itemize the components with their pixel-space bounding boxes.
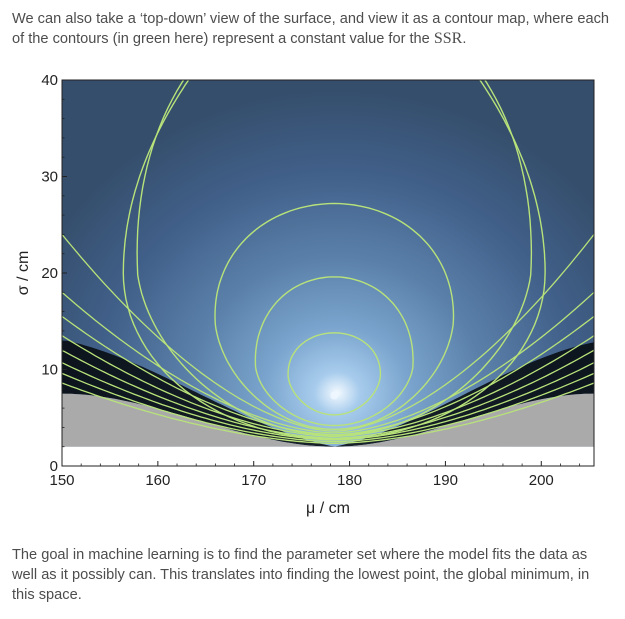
x-tick-label: 190 (433, 472, 458, 489)
y-axis-label: σ / cm (15, 251, 32, 296)
outro-paragraph: The goal in machine learning is to find … (12, 547, 590, 603)
x-axis-label: μ / cm (306, 500, 350, 517)
contour-outer (122, 80, 546, 440)
y-tick-label: 0 (50, 458, 58, 475)
zero-strip (62, 446, 594, 466)
intro-paragraph: We can also take a ‘top-down’ view of th… (12, 11, 610, 47)
contour-open-1 (62, 382, 594, 444)
contour-closed-4 (136, 80, 533, 436)
contour-chart: 150 160 170 180 190 200 0 10 20 30 40 μ / cm σ / … (15, 72, 595, 517)
y-tick-label: 10 (41, 362, 58, 379)
excluded-region (62, 393, 594, 447)
ssr-term: SSR (433, 30, 463, 47)
y-axis: 0 10 20 30 40 (41, 72, 67, 475)
x-tick-label: 150 (49, 472, 74, 489)
contour-closed-2 (254, 276, 414, 427)
contour-open-3 (62, 362, 594, 441)
x-tick-label: 200 (529, 472, 554, 489)
contour-open-8 (62, 233, 594, 432)
contour-closed-3 (214, 202, 455, 431)
contour-closed-1 (287, 332, 382, 416)
x-tick-label: 160 (145, 472, 170, 489)
x-tick-label: 170 (241, 472, 266, 489)
plot-area (62, 80, 594, 466)
global-minimum-marker (330, 391, 339, 400)
contour-open-6 (62, 315, 594, 436)
contour-open-2 (62, 372, 594, 443)
x-axis: 150 160 170 180 190 200 (49, 461, 581, 489)
y-tick-label: 40 (41, 72, 58, 89)
y-tick-label: 30 (41, 169, 58, 186)
contour-open-7 (62, 291, 594, 434)
contour-open-4 (62, 349, 594, 439)
contour-lines (62, 80, 594, 444)
y-tick-label: 20 (41, 265, 58, 282)
x-tick-label: 180 (337, 472, 362, 489)
dark-region (62, 340, 594, 447)
contour-open-5 (62, 335, 594, 438)
